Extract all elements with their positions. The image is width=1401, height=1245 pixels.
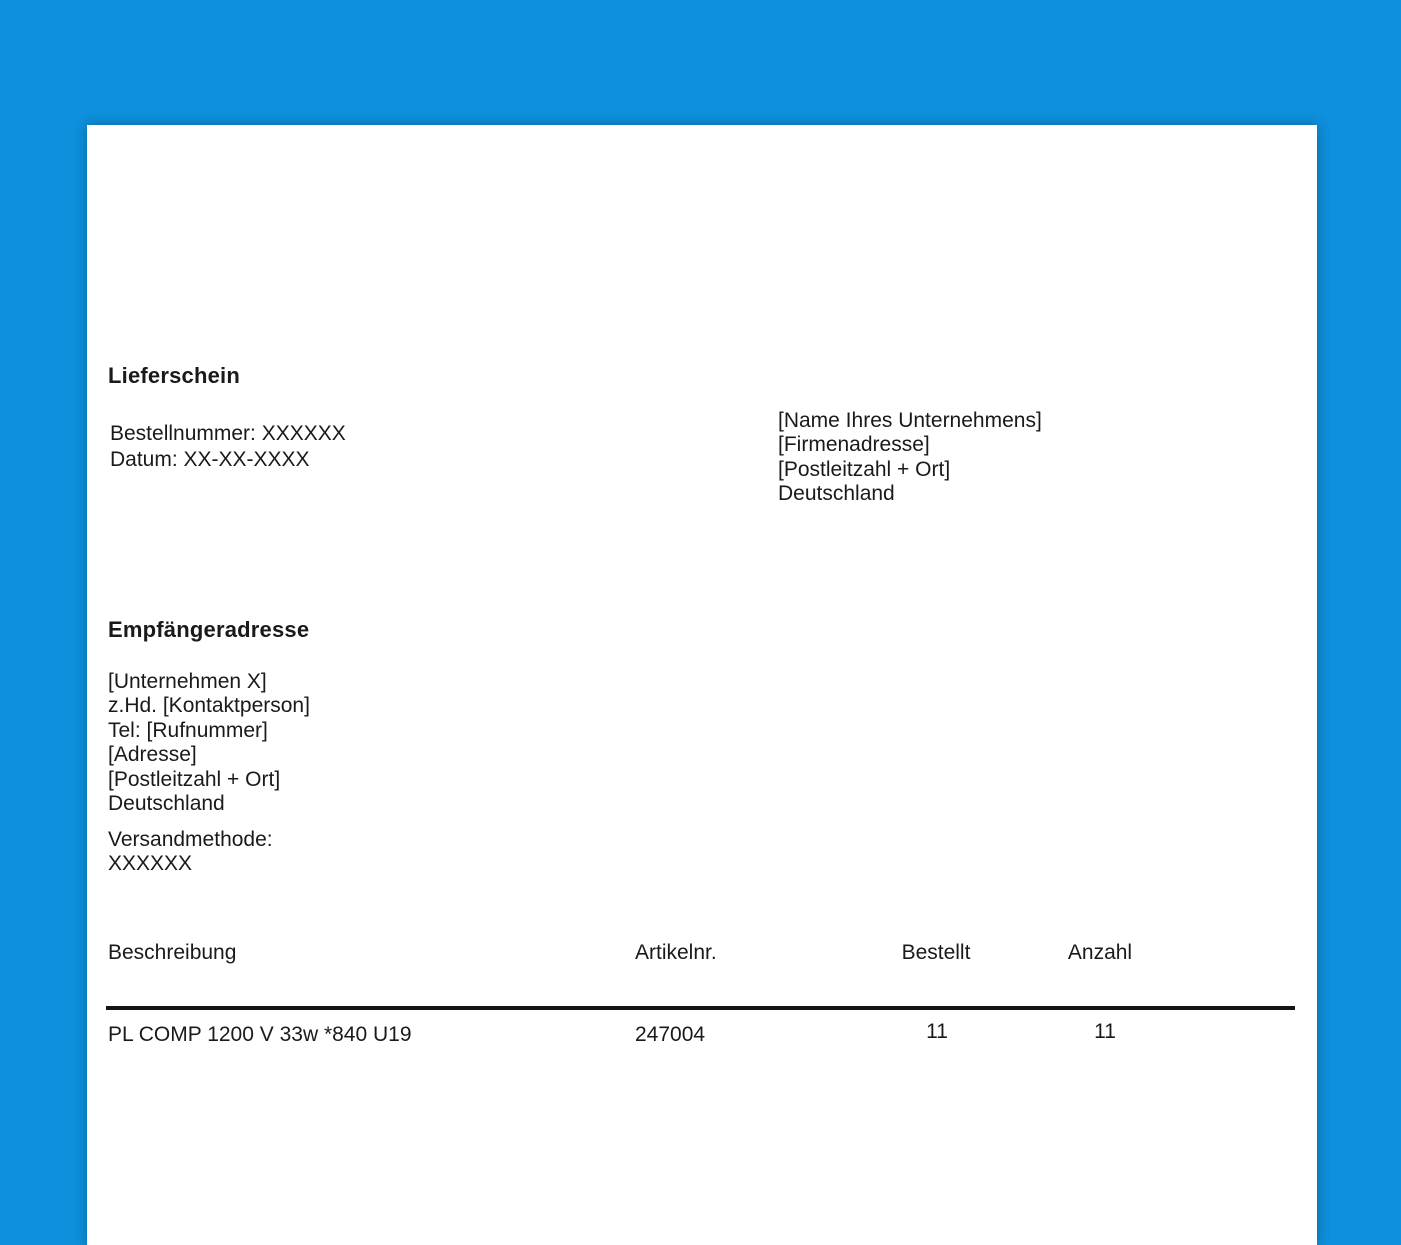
table-row-quantity: 11 xyxy=(1094,1020,1116,1043)
document-page: Lieferschein Bestellnummer: XXXXXX Datum… xyxy=(87,125,1317,1245)
shipping-method-label: Versandmethode: xyxy=(108,828,273,851)
order-number-line: Bestellnummer: XXXXXX xyxy=(110,422,346,445)
table-header-description: Beschreibung xyxy=(108,941,237,964)
table-row-item-number: 247004 xyxy=(635,1023,706,1046)
order-info: Bestellnummer: XXXXXX Datum: XX-XX-XXXX xyxy=(110,421,346,473)
sender-address-line: Deutschland xyxy=(778,482,895,506)
recipient-address-line: [Postleitzahl + Ort] xyxy=(108,767,281,791)
table-row-ordered: 11 xyxy=(926,1020,948,1043)
order-date-line: Datum: XX-XX-XXXX xyxy=(110,448,310,471)
sender-address-line: [Firmenadresse] xyxy=(778,433,930,457)
table-header-item-number: Artikelnr. xyxy=(635,941,717,964)
sender-address-line: [Postleitzahl + Ort] xyxy=(778,457,951,481)
recipient-address-line: z.Hd. [Kontaktperson] xyxy=(108,694,310,718)
recipient-address: [Unternehmen X] z.Hd. [Kontaktperson] Te… xyxy=(108,670,310,816)
page-title: Lieferschein xyxy=(108,363,241,388)
recipient-address-line: [Unternehmen X] xyxy=(108,670,267,693)
recipient-address-line: [Adresse] xyxy=(108,743,197,767)
shipping-method-value: XXXXXX xyxy=(108,852,193,876)
table-header-divider xyxy=(106,1006,1295,1010)
table-row-description: PL COMP 1200 V 33w *840 U19 xyxy=(108,1023,412,1046)
sender-address-line: [Name Ihres Unternehmens] xyxy=(778,409,1042,432)
recipient-heading: Empfängeradresse xyxy=(108,617,310,642)
app-background: { "colors": { "background": "#0e90dc", "… xyxy=(87,125,1317,1245)
table-header-quantity: Anzahl xyxy=(1067,941,1133,964)
recipient-address-line: Deutschland xyxy=(108,792,225,816)
sender-address: [Name Ihres Unternehmens] [Firmenadresse… xyxy=(778,409,1042,507)
recipient-address-line: Tel: [Rufnummer] xyxy=(108,718,268,742)
shipping-method: Versandmethode: XXXXXX xyxy=(108,828,273,877)
table-header-ordered: Bestellt xyxy=(901,941,971,964)
